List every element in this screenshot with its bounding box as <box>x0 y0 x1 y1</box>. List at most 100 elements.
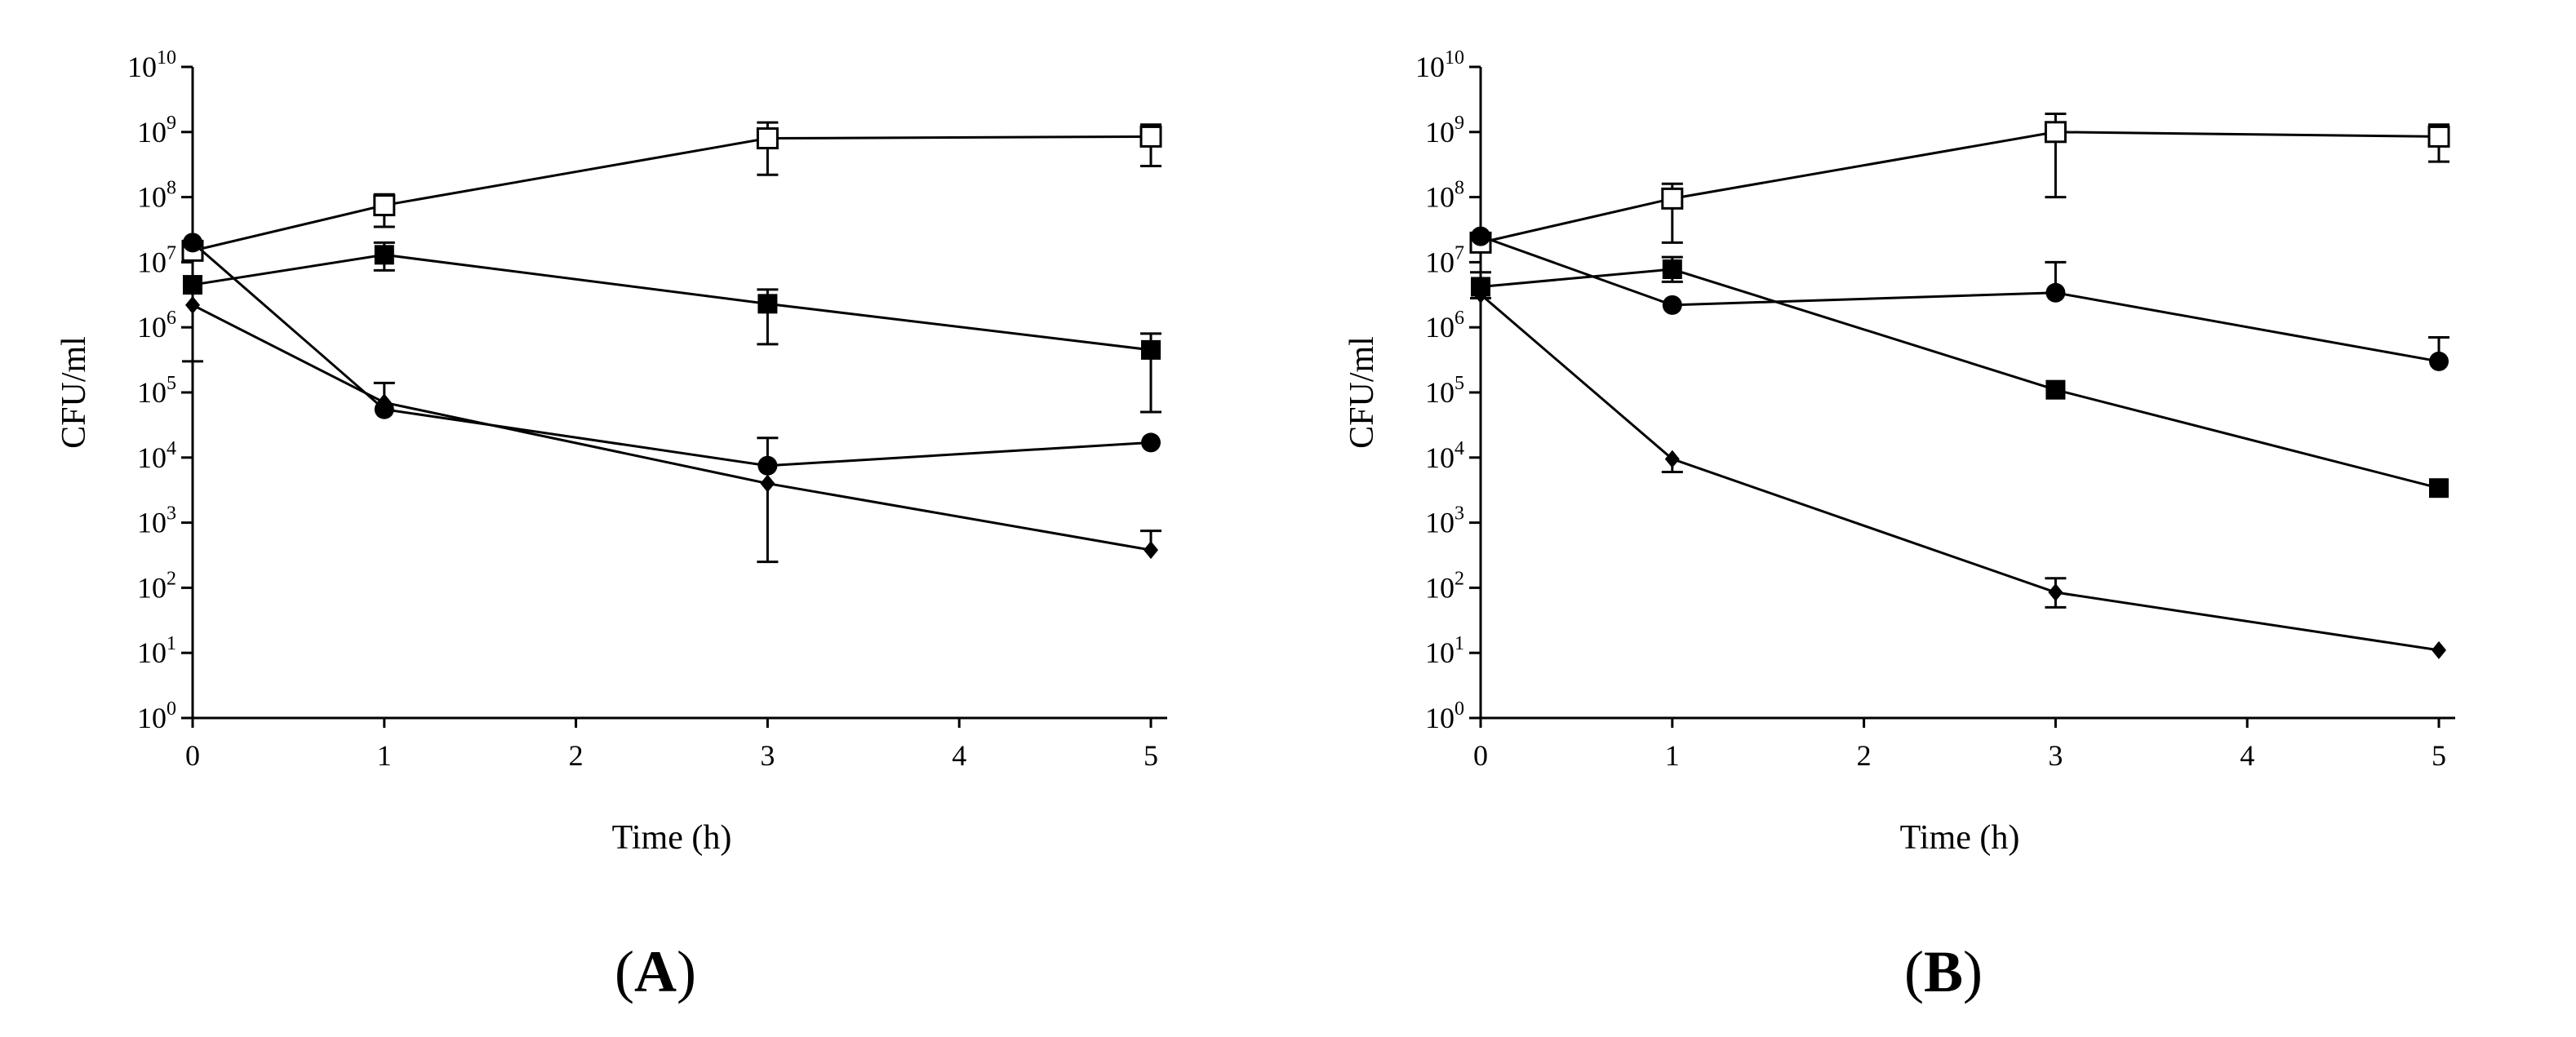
y-tick-exponent: 7 <box>167 242 176 264</box>
y-tick-exponent: 3 <box>167 503 176 525</box>
x-tick-label: 1 <box>1665 739 1680 772</box>
y-tick-label: 106 <box>1425 308 1464 343</box>
data-point-filled-circle <box>1141 432 1161 453</box>
x-tick-label: 0 <box>1473 739 1488 772</box>
panel-label: (B) <box>1904 939 1983 1004</box>
series-filled-diamond <box>182 295 1161 564</box>
y-tick-label: 1010 <box>127 47 176 83</box>
y-tick-exponent: 5 <box>1455 373 1464 394</box>
panel-b: 0 1 2 3 4 5 100 101 102 103 104 105 106 107 108 109 1010… <box>1288 0 2576 1037</box>
y-tick-base: 10 <box>127 51 157 83</box>
y-axis-title: CFU/ml <box>56 336 93 449</box>
data-point-open-square <box>756 127 779 150</box>
x-tick-label: 5 <box>2432 739 2446 772</box>
y-tick-base: 10 <box>137 441 167 474</box>
series-line <box>1480 268 2440 490</box>
y-tick-label: 101 <box>137 633 176 669</box>
y-tick-base: 10 <box>137 311 167 343</box>
data-point-filled-diamond <box>2048 583 2063 602</box>
series-filled-square <box>1470 255 2449 499</box>
y-tick-base: 10 <box>137 636 167 669</box>
y-tick-base: 10 <box>137 181 167 214</box>
y-tick-base: 10 <box>1425 507 1455 539</box>
data-point-filled-circle <box>183 233 202 253</box>
x-axis-title: Time (h) <box>1900 819 2020 857</box>
y-tick-label: 104 <box>137 438 176 474</box>
data-point-filled-diamond <box>376 393 392 412</box>
series-open-square <box>181 121 1162 262</box>
panel-label: (A) <box>615 939 696 1004</box>
y-tick-base: 10 <box>137 507 167 539</box>
y-tick-label: 105 <box>137 373 176 409</box>
y-tick-label: 108 <box>137 178 176 214</box>
y-tick-exponent: 7 <box>1455 242 1464 264</box>
panel-label-close-paren: ) <box>677 939 696 1004</box>
series-line <box>192 253 1152 352</box>
data-point-open-square <box>1139 125 1162 148</box>
data-point-filled-square <box>374 245 394 265</box>
series-line <box>1480 293 2440 652</box>
y-tick-label: 105 <box>1425 373 1464 409</box>
y-tick-label: 108 <box>1425 178 1464 214</box>
y-tick-base: 10 <box>1425 311 1455 343</box>
series-filled-circle <box>183 233 1161 476</box>
panel-a: 0 1 2 3 4 5 100 101 102 103 104 105 106 107 108 109 1010… <box>56 47 1167 1004</box>
data-point-filled-diamond <box>760 474 775 493</box>
y-tick-exponent: 1 <box>1455 633 1464 654</box>
y-tick-exponent: 4 <box>1455 438 1464 459</box>
y-tick-label: 103 <box>137 503 176 539</box>
y-tick-exponent: 6 <box>1455 308 1464 329</box>
x-tick-label: 2 <box>569 739 584 772</box>
data-point-filled-square <box>183 275 202 295</box>
y-tick-exponent: 8 <box>167 178 176 199</box>
data-point-filled-square <box>1141 339 1161 360</box>
y-tick-label: 107 <box>137 242 176 278</box>
data-point-open-square <box>2044 121 2067 144</box>
y-tick-exponent: 2 <box>1455 568 1464 589</box>
y-tick-exponent: 4 <box>167 438 176 459</box>
series-line <box>192 304 1152 552</box>
x-tick-label: 4 <box>952 739 966 772</box>
data-point-filled-diamond <box>2432 640 2446 659</box>
data-point-filled-circle <box>2429 351 2449 371</box>
y-tick-base: 10 <box>1425 246 1455 278</box>
y-tick-label: 100 <box>137 698 176 734</box>
y-tick-label: 106 <box>137 308 176 343</box>
y-tick-base: 10 <box>1425 116 1455 148</box>
y-tick-label: 102 <box>1425 568 1464 604</box>
x-tick-label: 3 <box>760 739 775 772</box>
data-point-filled-diamond <box>1664 450 1680 468</box>
y-tick-label: 107 <box>1425 242 1464 278</box>
y-tick-base: 10 <box>1425 181 1455 214</box>
y-tick-label: 109 <box>1425 113 1464 148</box>
y-tick-base: 10 <box>1425 702 1455 734</box>
y-tick-base: 10 <box>137 702 167 734</box>
y-tick-exponent: 6 <box>167 308 176 329</box>
chart-b: 0 1 2 3 4 51001011021031041051061071081091010… <box>1344 47 2455 1004</box>
y-tick-exponent: 10 <box>157 47 176 69</box>
panel-label-open-paren: ( <box>615 939 634 1004</box>
data-point-filled-square <box>757 294 778 314</box>
y-tick-exponent: 0 <box>1455 698 1464 720</box>
y-tick-base: 10 <box>137 116 167 148</box>
x-tick-label: 5 <box>1144 739 1158 772</box>
series-open-square <box>1469 113 2450 254</box>
data-point-filled-square <box>1662 259 1682 280</box>
data-point-filled-diamond <box>185 295 200 314</box>
series-line <box>192 135 1152 252</box>
y-tick-exponent: 8 <box>1455 178 1464 199</box>
y-tick-base: 10 <box>137 246 167 278</box>
data-point-filled-diamond <box>1473 285 1488 304</box>
series-line <box>1480 131 2440 244</box>
y-tick-base: 10 <box>137 571 167 604</box>
data-point-filled-diamond <box>1144 541 1158 560</box>
series-filled-square <box>183 241 1161 414</box>
series-filled-diamond <box>1473 285 2446 659</box>
y-tick-base: 10 <box>1425 376 1455 409</box>
y-tick-exponent: 5 <box>167 373 176 394</box>
y-tick-base: 10 <box>1425 441 1455 474</box>
y-tick-label: 102 <box>137 568 176 604</box>
y-tick-label: 101 <box>1425 633 1464 669</box>
y-tick-base: 10 <box>1425 571 1455 604</box>
y-tick-exponent: 1 <box>167 633 176 654</box>
